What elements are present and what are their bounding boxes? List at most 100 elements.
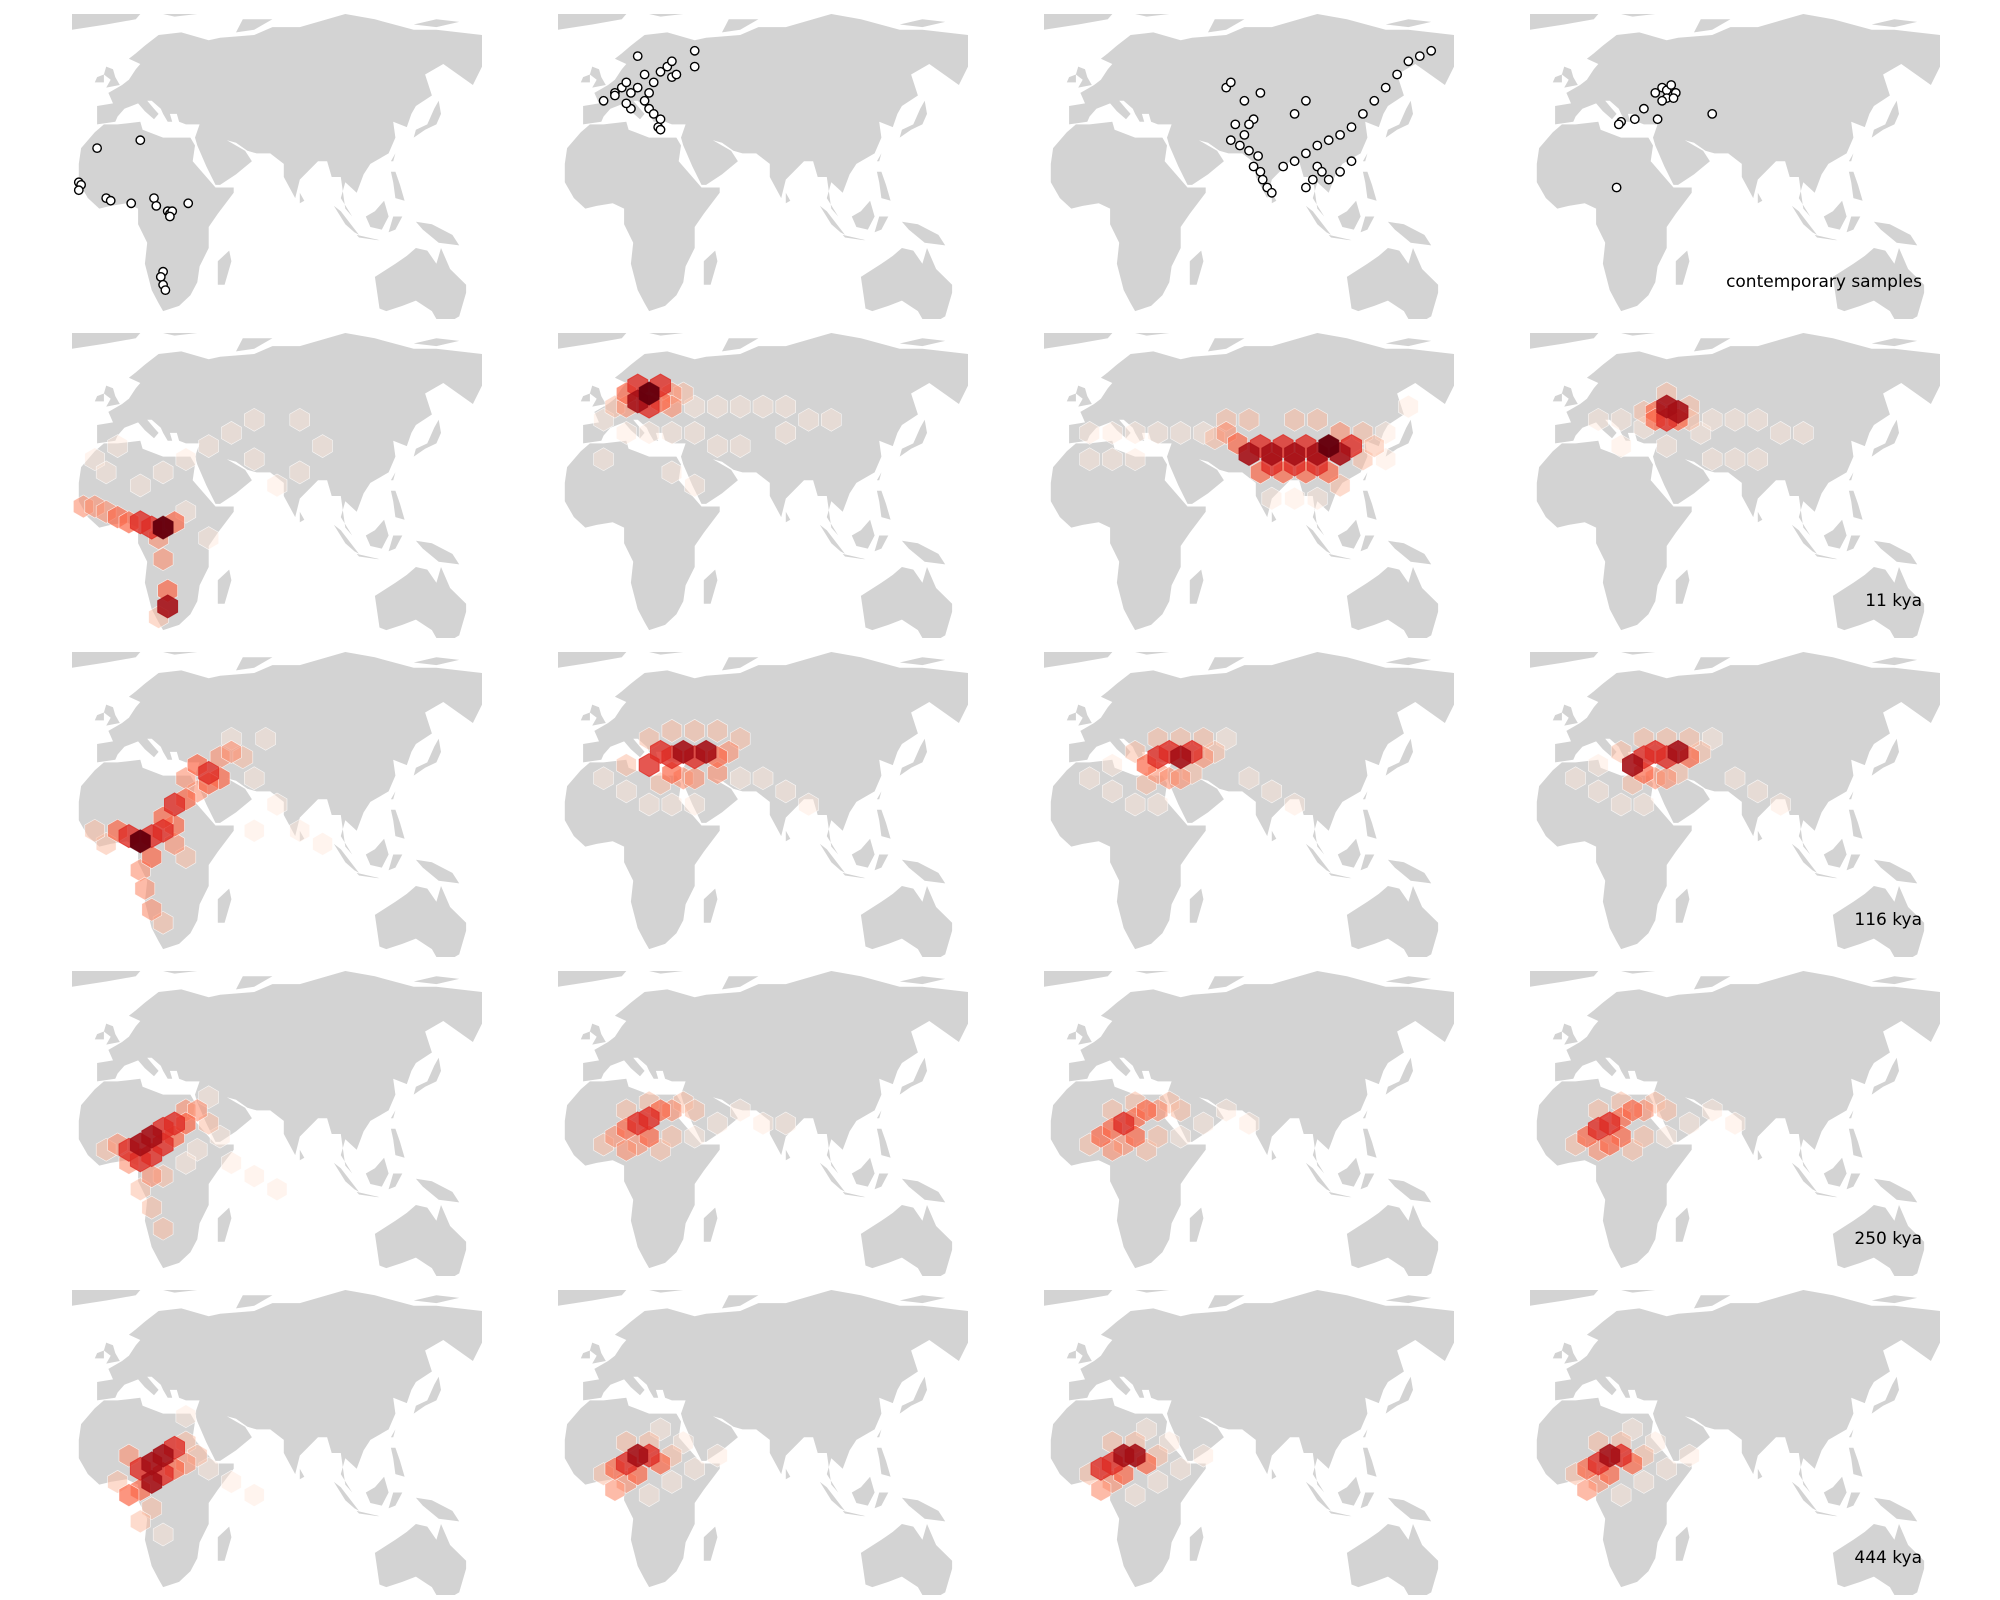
landmass [558, 333, 627, 349]
density-hex [118, 1483, 140, 1507]
sample-point [1312, 140, 1323, 151]
landmass [1189, 888, 1204, 923]
landmass [1271, 830, 1277, 842]
density-hex [198, 760, 220, 785]
landmass [1552, 1350, 1562, 1359]
landmass [163, 1290, 198, 1293]
landmass [1075, 385, 1092, 407]
landmass [851, 519, 875, 549]
landmass [1208, 338, 1245, 352]
density-hex [638, 381, 660, 406]
landmass [703, 1207, 718, 1242]
land-layer [558, 652, 968, 957]
landmass [580, 1031, 590, 1040]
sample-point [151, 200, 162, 211]
landmass [1561, 1023, 1578, 1045]
sample-point [165, 211, 175, 222]
landmass [901, 540, 946, 565]
density-hex [1633, 1124, 1655, 1149]
landmass [1561, 385, 1578, 407]
density-hex [1770, 792, 1791, 817]
landmass [1044, 14, 1113, 30]
landmass [94, 712, 104, 721]
landmass [1871, 338, 1918, 347]
density-hex [1610, 1483, 1632, 1507]
landmass [1346, 1205, 1439, 1276]
panel-r3-c4 [1530, 652, 1940, 957]
landmass [1791, 524, 1817, 554]
landmass [1360, 1492, 1375, 1509]
landmass [356, 553, 380, 560]
density-hex [266, 473, 288, 498]
landmass [580, 74, 590, 83]
landmass [1621, 14, 1656, 17]
landmass [1385, 976, 1432, 985]
landmass [899, 338, 946, 347]
landmass [649, 1290, 684, 1293]
landmass [217, 569, 232, 604]
landmass [374, 248, 467, 319]
landmass [1621, 652, 1656, 655]
density-hex [198, 434, 219, 458]
landmass [1757, 830, 1763, 842]
landmass [1387, 221, 1432, 246]
density-hex [616, 779, 637, 804]
landmass [1189, 569, 1204, 604]
sample-point [135, 135, 146, 146]
landmass [413, 419, 441, 457]
density-hex [1679, 1111, 1700, 1136]
density-hex [1747, 447, 1768, 472]
density-hex [152, 1443, 174, 1468]
landmass [103, 66, 120, 88]
sample-point [1657, 95, 1668, 106]
landmass [1337, 519, 1361, 549]
sample-point [648, 77, 659, 88]
landmass [876, 1128, 891, 1158]
density-hex [638, 792, 660, 817]
landmass [333, 1481, 359, 1511]
density-hex [1576, 1477, 1598, 1502]
landmass [217, 1207, 232, 1242]
sample-point [667, 56, 677, 67]
sample-point [1380, 82, 1391, 93]
landmass [1848, 1110, 1854, 1119]
density-hex [1147, 792, 1169, 817]
sample-point [1369, 95, 1380, 106]
landmass [874, 535, 889, 552]
landmass [876, 1447, 891, 1477]
sample-point [632, 82, 643, 93]
density-hex [1702, 1098, 1723, 1123]
landmass [842, 1191, 866, 1198]
landmass [1848, 791, 1854, 800]
panel-r3-c1 [72, 652, 482, 957]
landmass [558, 971, 627, 987]
landmass [564, 121, 720, 312]
landmass [1791, 205, 1817, 235]
landmass [1050, 440, 1206, 631]
land-layer [1530, 14, 1940, 319]
density-hex [244, 1483, 265, 1507]
land-layer [1530, 971, 1940, 1276]
density-hex [141, 1124, 163, 1149]
density-hex [312, 832, 333, 856]
landmass [583, 652, 968, 855]
landmass [217, 1526, 232, 1561]
landmass [1387, 540, 1432, 565]
landmass [1530, 971, 1599, 987]
land-layer [1530, 652, 1940, 957]
sample-point [1278, 161, 1289, 172]
density-hex [684, 1456, 705, 1481]
landmass [1530, 1290, 1599, 1306]
density-hex [221, 1151, 242, 1175]
landmass [97, 333, 482, 536]
sample-point [1629, 114, 1640, 125]
landmass [785, 192, 791, 204]
landmass [1050, 759, 1206, 950]
sample-point [1357, 109, 1368, 119]
panel-r1-c1 [72, 14, 482, 319]
sample-point [1323, 135, 1334, 146]
landmass [1814, 1191, 1838, 1198]
sample-point [92, 143, 103, 154]
landmass [1069, 652, 1454, 855]
